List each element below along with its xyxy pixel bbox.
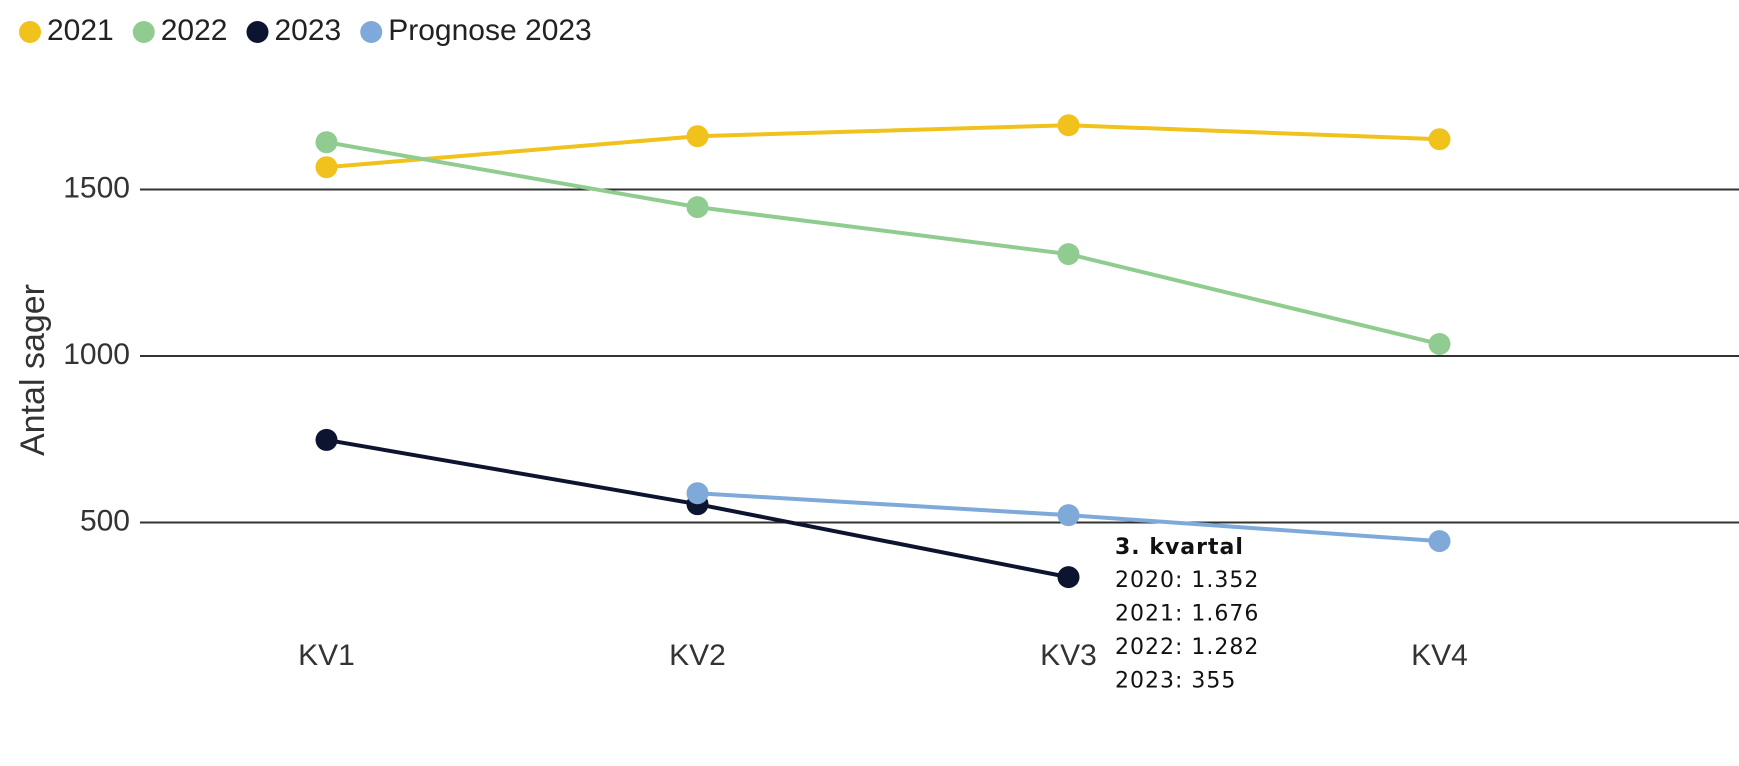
point xyxy=(1057,243,1080,266)
point xyxy=(1428,333,1451,356)
point xyxy=(686,125,709,148)
annotation-line: 2020: 1.352 xyxy=(1115,568,1259,593)
annotation-title: 3. kvartal xyxy=(1115,535,1244,560)
annotation-line: 2022: 1.282 xyxy=(1115,635,1259,660)
annotation-line: 2021: 1.676 xyxy=(1115,602,1259,627)
legend-label: 2023 xyxy=(275,14,342,47)
point xyxy=(686,482,709,505)
legend-marker xyxy=(19,21,41,43)
legend-label: 2022 xyxy=(161,14,228,47)
legend-label: Prognose 2023 xyxy=(388,14,592,47)
point xyxy=(1428,530,1451,553)
point xyxy=(315,428,338,451)
x-tick-label: KV1 xyxy=(298,639,355,672)
point xyxy=(315,131,338,154)
point xyxy=(686,196,709,219)
point xyxy=(1057,504,1080,527)
point xyxy=(1057,114,1080,137)
annotation-line: 2023: 355 xyxy=(1115,669,1236,694)
x-tick-label: KV2 xyxy=(669,639,726,672)
legend-label: 2021 xyxy=(47,14,114,47)
point xyxy=(1057,566,1080,589)
y-tick-label: 500 xyxy=(80,504,130,537)
y-tick-label: 1500 xyxy=(63,171,130,204)
x-tick-label: KV4 xyxy=(1411,639,1468,672)
point xyxy=(1428,128,1451,151)
x-tick-label: KV3 xyxy=(1040,639,1097,672)
y-tick-label: 1000 xyxy=(63,338,130,371)
series-line xyxy=(326,140,1440,346)
y-axis-label: Antal sager xyxy=(14,284,52,456)
point xyxy=(315,156,338,179)
legend-marker xyxy=(132,21,155,43)
series-line xyxy=(326,123,1440,170)
legend-marker xyxy=(360,21,383,43)
legend-marker xyxy=(246,21,269,43)
